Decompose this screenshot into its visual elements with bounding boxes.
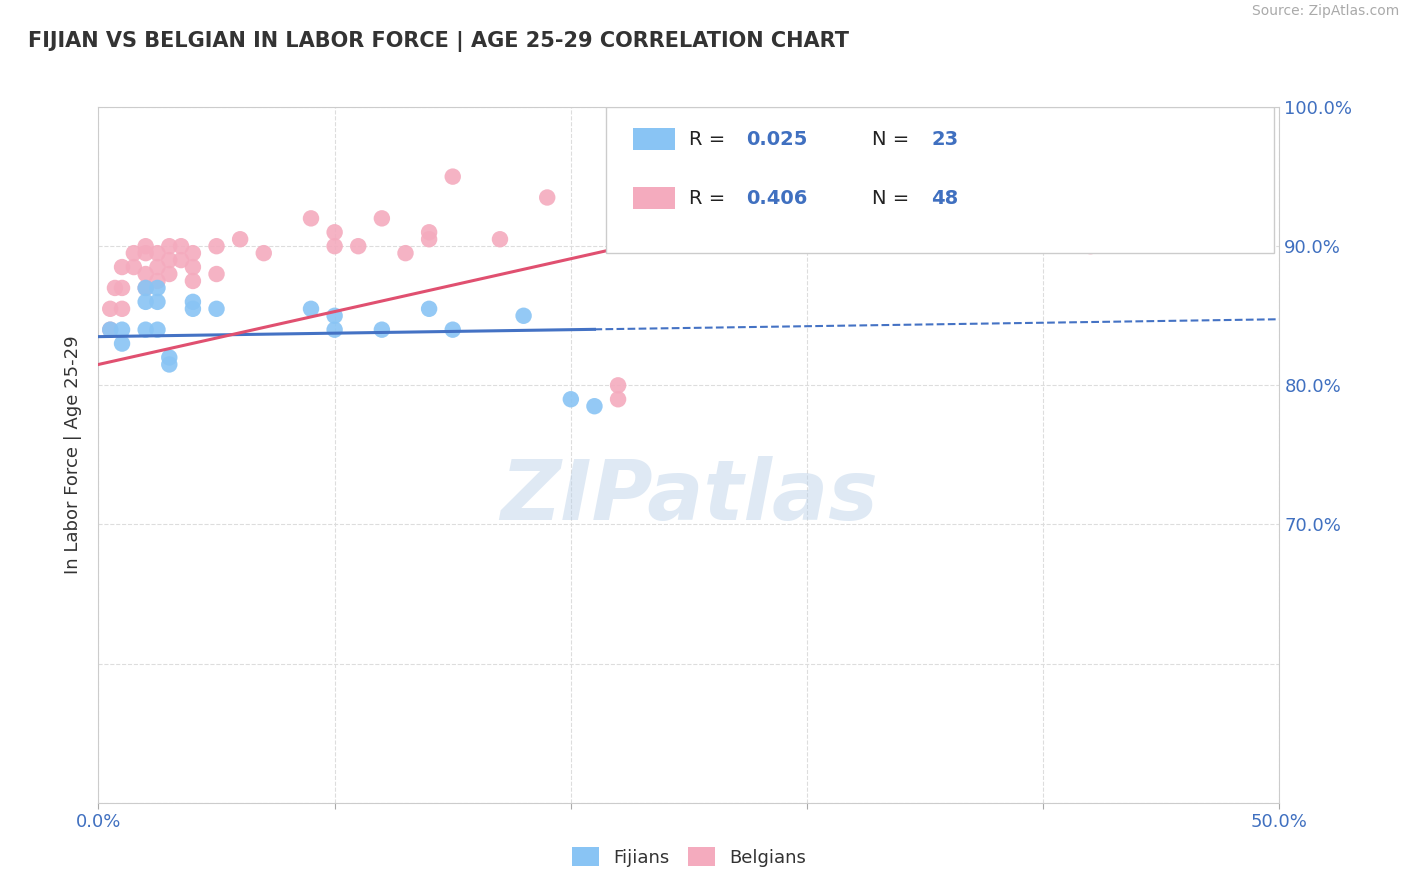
Point (323, 309, 346, 323)
Point (135, 281, 157, 295)
Text: 23: 23 (931, 129, 959, 149)
Point (1198, 114, 1220, 128)
Point (170, 239, 193, 253)
Text: 0.406: 0.406 (745, 189, 807, 208)
Text: FIJIAN VS BELGIAN IN LABOR FORCE | AGE 25-29 CORRELATION CHART: FIJIAN VS BELGIAN IN LABOR FORCE | AGE 2… (28, 31, 849, 53)
Text: ZIPatlas: ZIPatlas (501, 456, 877, 537)
Point (205, 301, 228, 316)
Point (98, 301, 121, 316)
Point (205, 239, 228, 253)
Point (394, 246, 416, 260)
FancyBboxPatch shape (634, 187, 675, 210)
Point (536, 190, 558, 204)
Point (157, 351, 180, 365)
Point (371, 211, 394, 226)
Point (181, 246, 204, 260)
Legend: Fijians, Belgians: Fijians, Belgians (565, 840, 813, 874)
Point (205, 267, 228, 281)
Point (323, 239, 346, 253)
Point (157, 358, 180, 372)
Text: 0.025: 0.025 (745, 129, 807, 149)
Point (418, 225, 440, 239)
Point (157, 239, 180, 253)
Point (135, 239, 157, 253)
Point (441, 323, 464, 337)
Point (111, 301, 134, 316)
Point (146, 294, 169, 309)
Point (111, 260, 134, 274)
Point (253, 246, 276, 260)
Point (181, 294, 204, 309)
Point (111, 336, 134, 351)
Y-axis label: In Labor Force | Age 25-29: In Labor Force | Age 25-29 (65, 335, 83, 574)
FancyBboxPatch shape (606, 107, 1274, 253)
Point (146, 246, 169, 260)
Point (104, 281, 127, 295)
Point (583, 399, 606, 413)
Point (170, 253, 193, 268)
Text: N =: N = (872, 129, 910, 149)
Point (371, 323, 394, 337)
Point (122, 246, 145, 260)
Point (560, 392, 582, 407)
Point (418, 301, 440, 316)
Point (1080, 239, 1102, 253)
Point (489, 232, 512, 246)
Point (146, 281, 169, 295)
Point (512, 309, 534, 323)
Text: N =: N = (872, 189, 910, 208)
Point (347, 239, 370, 253)
Point (441, 169, 464, 184)
Text: R =: R = (689, 189, 725, 208)
Point (157, 267, 180, 281)
Text: R =: R = (689, 129, 725, 149)
Point (796, 225, 818, 239)
Point (135, 246, 157, 260)
Point (98, 323, 121, 337)
Point (146, 260, 169, 274)
Point (938, 232, 960, 246)
FancyBboxPatch shape (634, 128, 675, 151)
Point (418, 232, 440, 246)
Point (299, 211, 322, 226)
Point (135, 281, 157, 295)
Text: 48: 48 (931, 189, 959, 208)
Point (229, 232, 252, 246)
Point (111, 281, 134, 295)
Point (181, 260, 204, 274)
Point (984, 120, 1007, 135)
Point (122, 260, 145, 274)
Point (157, 253, 180, 268)
Point (299, 301, 322, 316)
Point (135, 267, 157, 281)
Point (607, 392, 630, 407)
Point (607, 378, 630, 392)
Point (914, 135, 936, 149)
Point (181, 301, 204, 316)
Point (135, 323, 157, 337)
Text: Source: ZipAtlas.com: Source: ZipAtlas.com (1251, 4, 1399, 19)
Point (323, 225, 346, 239)
Point (135, 294, 157, 309)
Point (98, 323, 121, 337)
Point (725, 232, 748, 246)
Point (323, 323, 346, 337)
Point (146, 274, 169, 288)
Point (146, 323, 169, 337)
Point (181, 274, 204, 288)
Point (654, 232, 676, 246)
Point (111, 323, 134, 337)
